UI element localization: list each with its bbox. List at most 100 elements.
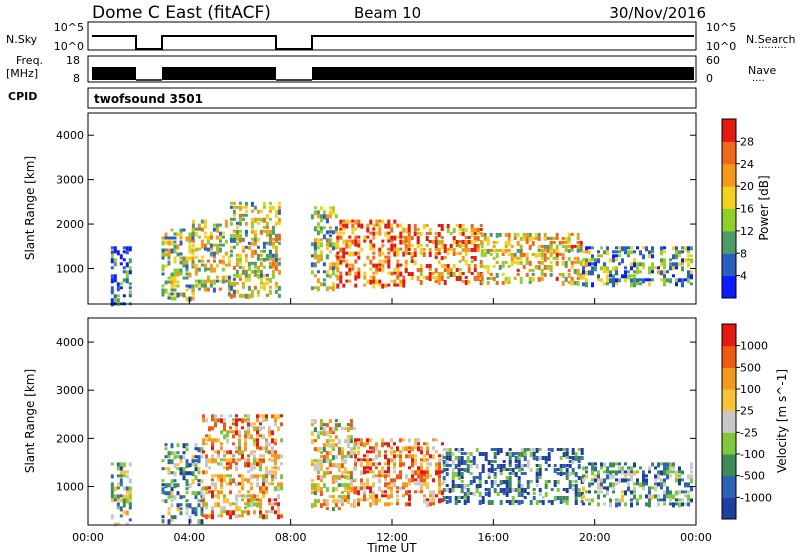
- velocity-cell: [669, 502, 672, 506]
- power-cell: [618, 250, 621, 254]
- power-cell: [519, 256, 523, 260]
- power-cell: [360, 223, 364, 229]
- power-cell: [191, 239, 195, 243]
- power-cell: [642, 246, 645, 250]
- velocity-cell: [319, 463, 323, 469]
- power-cell: [612, 274, 615, 280]
- power-cell: [235, 253, 239, 257]
- power-cell: [633, 282, 636, 288]
- velocity-cell: [328, 463, 332, 468]
- velocity-cell: [167, 519, 171, 525]
- velocity-cell: [372, 502, 375, 506]
- velocity-cell: [277, 494, 280, 500]
- velocity-cell: [609, 502, 612, 508]
- velocity-cell: [161, 487, 165, 493]
- power-cell: [209, 235, 213, 240]
- power-cell: [476, 232, 480, 235]
- velocity-cell: [253, 438, 256, 444]
- power-cell: [525, 260, 529, 265]
- power-cell: [232, 205, 236, 209]
- power-cell: [504, 240, 508, 245]
- velocity-cell: [466, 468, 470, 473]
- power-cell: [440, 236, 444, 239]
- power-cell: [310, 242, 314, 247]
- power-cell: [238, 213, 242, 218]
- velocity-cell: [429, 474, 432, 478]
- velocity-cell: [684, 482, 687, 488]
- velocity-cell: [349, 479, 353, 485]
- velocity-cell: [478, 452, 482, 456]
- power-cell: [407, 272, 411, 276]
- velocity-cell: [435, 438, 438, 442]
- power-cell: [657, 270, 660, 275]
- velocity-cell: [544, 492, 548, 497]
- velocity-cell: [349, 503, 353, 508]
- velocity-cell: [615, 470, 618, 476]
- velocity-cell: [354, 462, 357, 468]
- velocity-cbar-swatch: [722, 432, 736, 455]
- power-cell: [483, 236, 487, 241]
- velocity-cell: [244, 418, 247, 423]
- velocity-cell: [211, 482, 214, 487]
- velocity-cell: [310, 423, 314, 427]
- power-cell: [425, 244, 429, 247]
- power-cell: [410, 276, 414, 280]
- power-cell: [250, 253, 254, 258]
- power-cell: [531, 272, 535, 276]
- power-cell: [540, 272, 544, 276]
- velocity-cell: [316, 483, 320, 488]
- velocity-cell: [438, 454, 441, 458]
- power-cell: [313, 262, 317, 268]
- power-cell: [633, 262, 636, 268]
- velocity-cell: [606, 486, 609, 492]
- velocity-cell: [340, 451, 344, 456]
- power-cell: [122, 278, 126, 283]
- velocity-cell: [672, 494, 675, 500]
- power-cell: [197, 223, 201, 229]
- power-cell: [495, 260, 499, 264]
- power-cell: [570, 244, 574, 249]
- velocity-cell: [256, 478, 259, 482]
- velocity-cell: [349, 435, 353, 440]
- velocity-cell: [170, 459, 174, 465]
- velocity-cell: [535, 476, 539, 480]
- velocity-cell: [334, 503, 338, 508]
- power-cell: [203, 263, 207, 268]
- power-cell: [428, 240, 432, 243]
- power-cell: [256, 265, 260, 270]
- power-cell: [498, 248, 502, 252]
- velocity-cell: [526, 492, 530, 495]
- power-cell: [191, 228, 195, 234]
- power-cell: [591, 266, 594, 271]
- power-cell: [381, 263, 385, 269]
- velocity-cell: [202, 442, 205, 446]
- velocity-cell: [378, 486, 381, 492]
- power-cell: [348, 279, 352, 283]
- velocity-cell: [214, 414, 217, 419]
- velocity-cell: [372, 470, 375, 474]
- power-cell: [191, 291, 195, 296]
- power-cell: [336, 267, 340, 273]
- velocity-cell: [496, 452, 500, 455]
- velocity-cell: [259, 502, 262, 507]
- power-cell: [636, 282, 639, 286]
- velocity-cell: [577, 492, 581, 497]
- power-cell: [413, 260, 417, 265]
- velocity-cell: [354, 458, 357, 464]
- velocity-cell: [594, 466, 597, 472]
- velocity-cell: [553, 464, 557, 467]
- velocity-cell: [618, 470, 621, 474]
- velocity-cell: [426, 442, 429, 446]
- velocity-cell: [591, 462, 594, 468]
- power-cell: [570, 276, 574, 281]
- velocity-cell: [352, 447, 356, 451]
- velocity-cell: [562, 452, 566, 457]
- velocity-cell: [505, 488, 509, 492]
- power-cell: [319, 250, 323, 256]
- power-cell: [197, 235, 201, 239]
- velocity-cell: [247, 426, 250, 431]
- power-cell: [372, 283, 376, 289]
- velocity-cell: [663, 490, 666, 495]
- power-cell: [313, 242, 317, 248]
- power-cell: [215, 235, 219, 240]
